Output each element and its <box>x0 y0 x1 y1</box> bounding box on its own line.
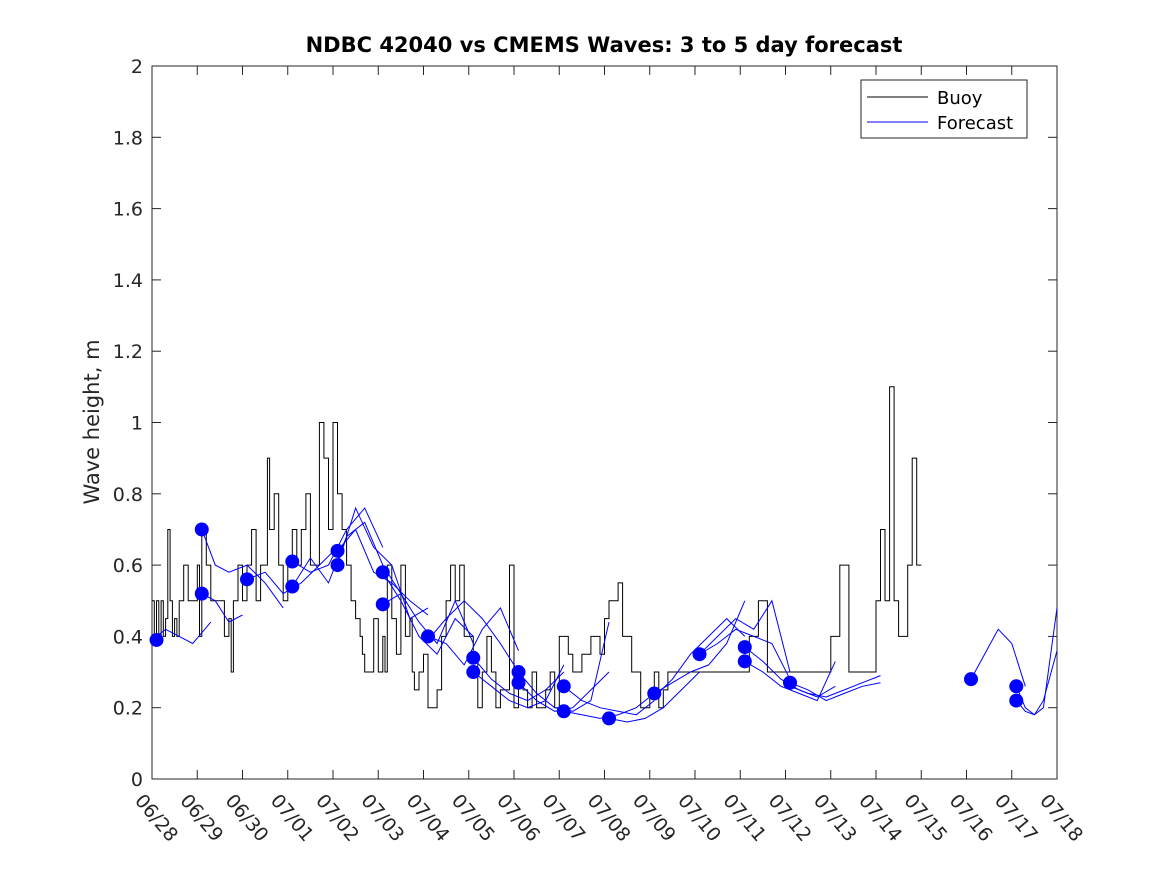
forecast-marker <box>466 665 481 680</box>
chart-title: NDBC 42040 vs CMEMS Waves: 3 to 5 day fo… <box>306 33 903 57</box>
forecast-line <box>472 657 565 702</box>
forecast-marker <box>375 597 390 612</box>
forecast-marker <box>330 543 345 558</box>
forecast-line <box>201 593 243 623</box>
y-tick-label: 1.6 <box>113 199 143 221</box>
y-tick-label: 0.8 <box>113 484 143 506</box>
y-tick-label: 1.2 <box>113 341 143 363</box>
y-axis-label: Wave height, m <box>80 339 104 504</box>
forecast-marker <box>647 686 662 701</box>
forecast-marker <box>1009 679 1024 694</box>
forecast-line <box>699 628 791 680</box>
forecast-line <box>653 617 746 698</box>
forecast-line <box>970 628 1026 687</box>
forecast-line <box>699 599 791 673</box>
forecast-line <box>744 660 836 702</box>
y-tick-label: 1.8 <box>113 127 143 149</box>
forecast-marker <box>511 675 526 690</box>
forecast-marker <box>692 647 707 662</box>
forecast-marker <box>737 654 752 669</box>
y-axis-ticks: 0 0.2 0.4 0.6 0.8 1 1.2 1.4 1.6 1.8 2 <box>113 56 1057 791</box>
y-tick-label: 1.4 <box>113 270 143 292</box>
forecast-marker <box>285 554 300 569</box>
forecast-marker <box>466 650 481 665</box>
forecast-marker <box>556 704 571 719</box>
y-tick-label: 0.4 <box>113 626 143 648</box>
forecast-markers <box>149 522 1024 726</box>
forecast-line <box>382 571 474 656</box>
y-tick-label: 0.6 <box>113 555 143 577</box>
y-tick-label: 0 <box>131 769 143 791</box>
forecast-line <box>654 600 746 694</box>
forecast-line <box>789 682 881 702</box>
forecast-line <box>789 675 881 698</box>
forecast-line <box>151 621 212 645</box>
legend-box <box>860 79 1028 139</box>
forecast-marker <box>330 558 345 573</box>
forecast-marker <box>149 632 164 647</box>
forecast-marker <box>240 572 255 587</box>
forecast-marker <box>783 675 798 690</box>
forecast-marker <box>285 579 300 594</box>
forecast-marker <box>556 679 571 694</box>
forecast-line <box>563 685 655 716</box>
forecast-marker <box>511 665 526 680</box>
forecast-line <box>427 606 519 666</box>
forecast-line <box>608 671 700 723</box>
forecast-line <box>427 600 519 673</box>
forecast-line <box>201 529 284 609</box>
forecast-marker <box>964 672 979 687</box>
forecast-line <box>472 664 565 709</box>
forecast-marker <box>737 640 752 655</box>
legend-forecast-label: Forecast <box>937 113 1013 134</box>
forecast-marker <box>602 711 617 726</box>
buoy-line <box>152 386 922 709</box>
forecast-marker <box>194 586 209 601</box>
y-tick-label: 2 <box>131 56 143 78</box>
forecast-marker <box>1009 693 1024 708</box>
buoy-series <box>152 386 922 709</box>
legend-buoy-label: Buoy <box>937 88 983 109</box>
forecast-line <box>1015 650 1058 716</box>
y-tick-label: 1 <box>131 413 143 435</box>
forecast-marker <box>194 522 209 537</box>
legend: Buoy Forecast <box>860 79 1028 139</box>
forecast-line <box>337 506 429 620</box>
forecast-marker <box>375 565 390 580</box>
y-tick-label: 0.2 <box>113 698 143 720</box>
forecast-marker <box>421 629 436 644</box>
